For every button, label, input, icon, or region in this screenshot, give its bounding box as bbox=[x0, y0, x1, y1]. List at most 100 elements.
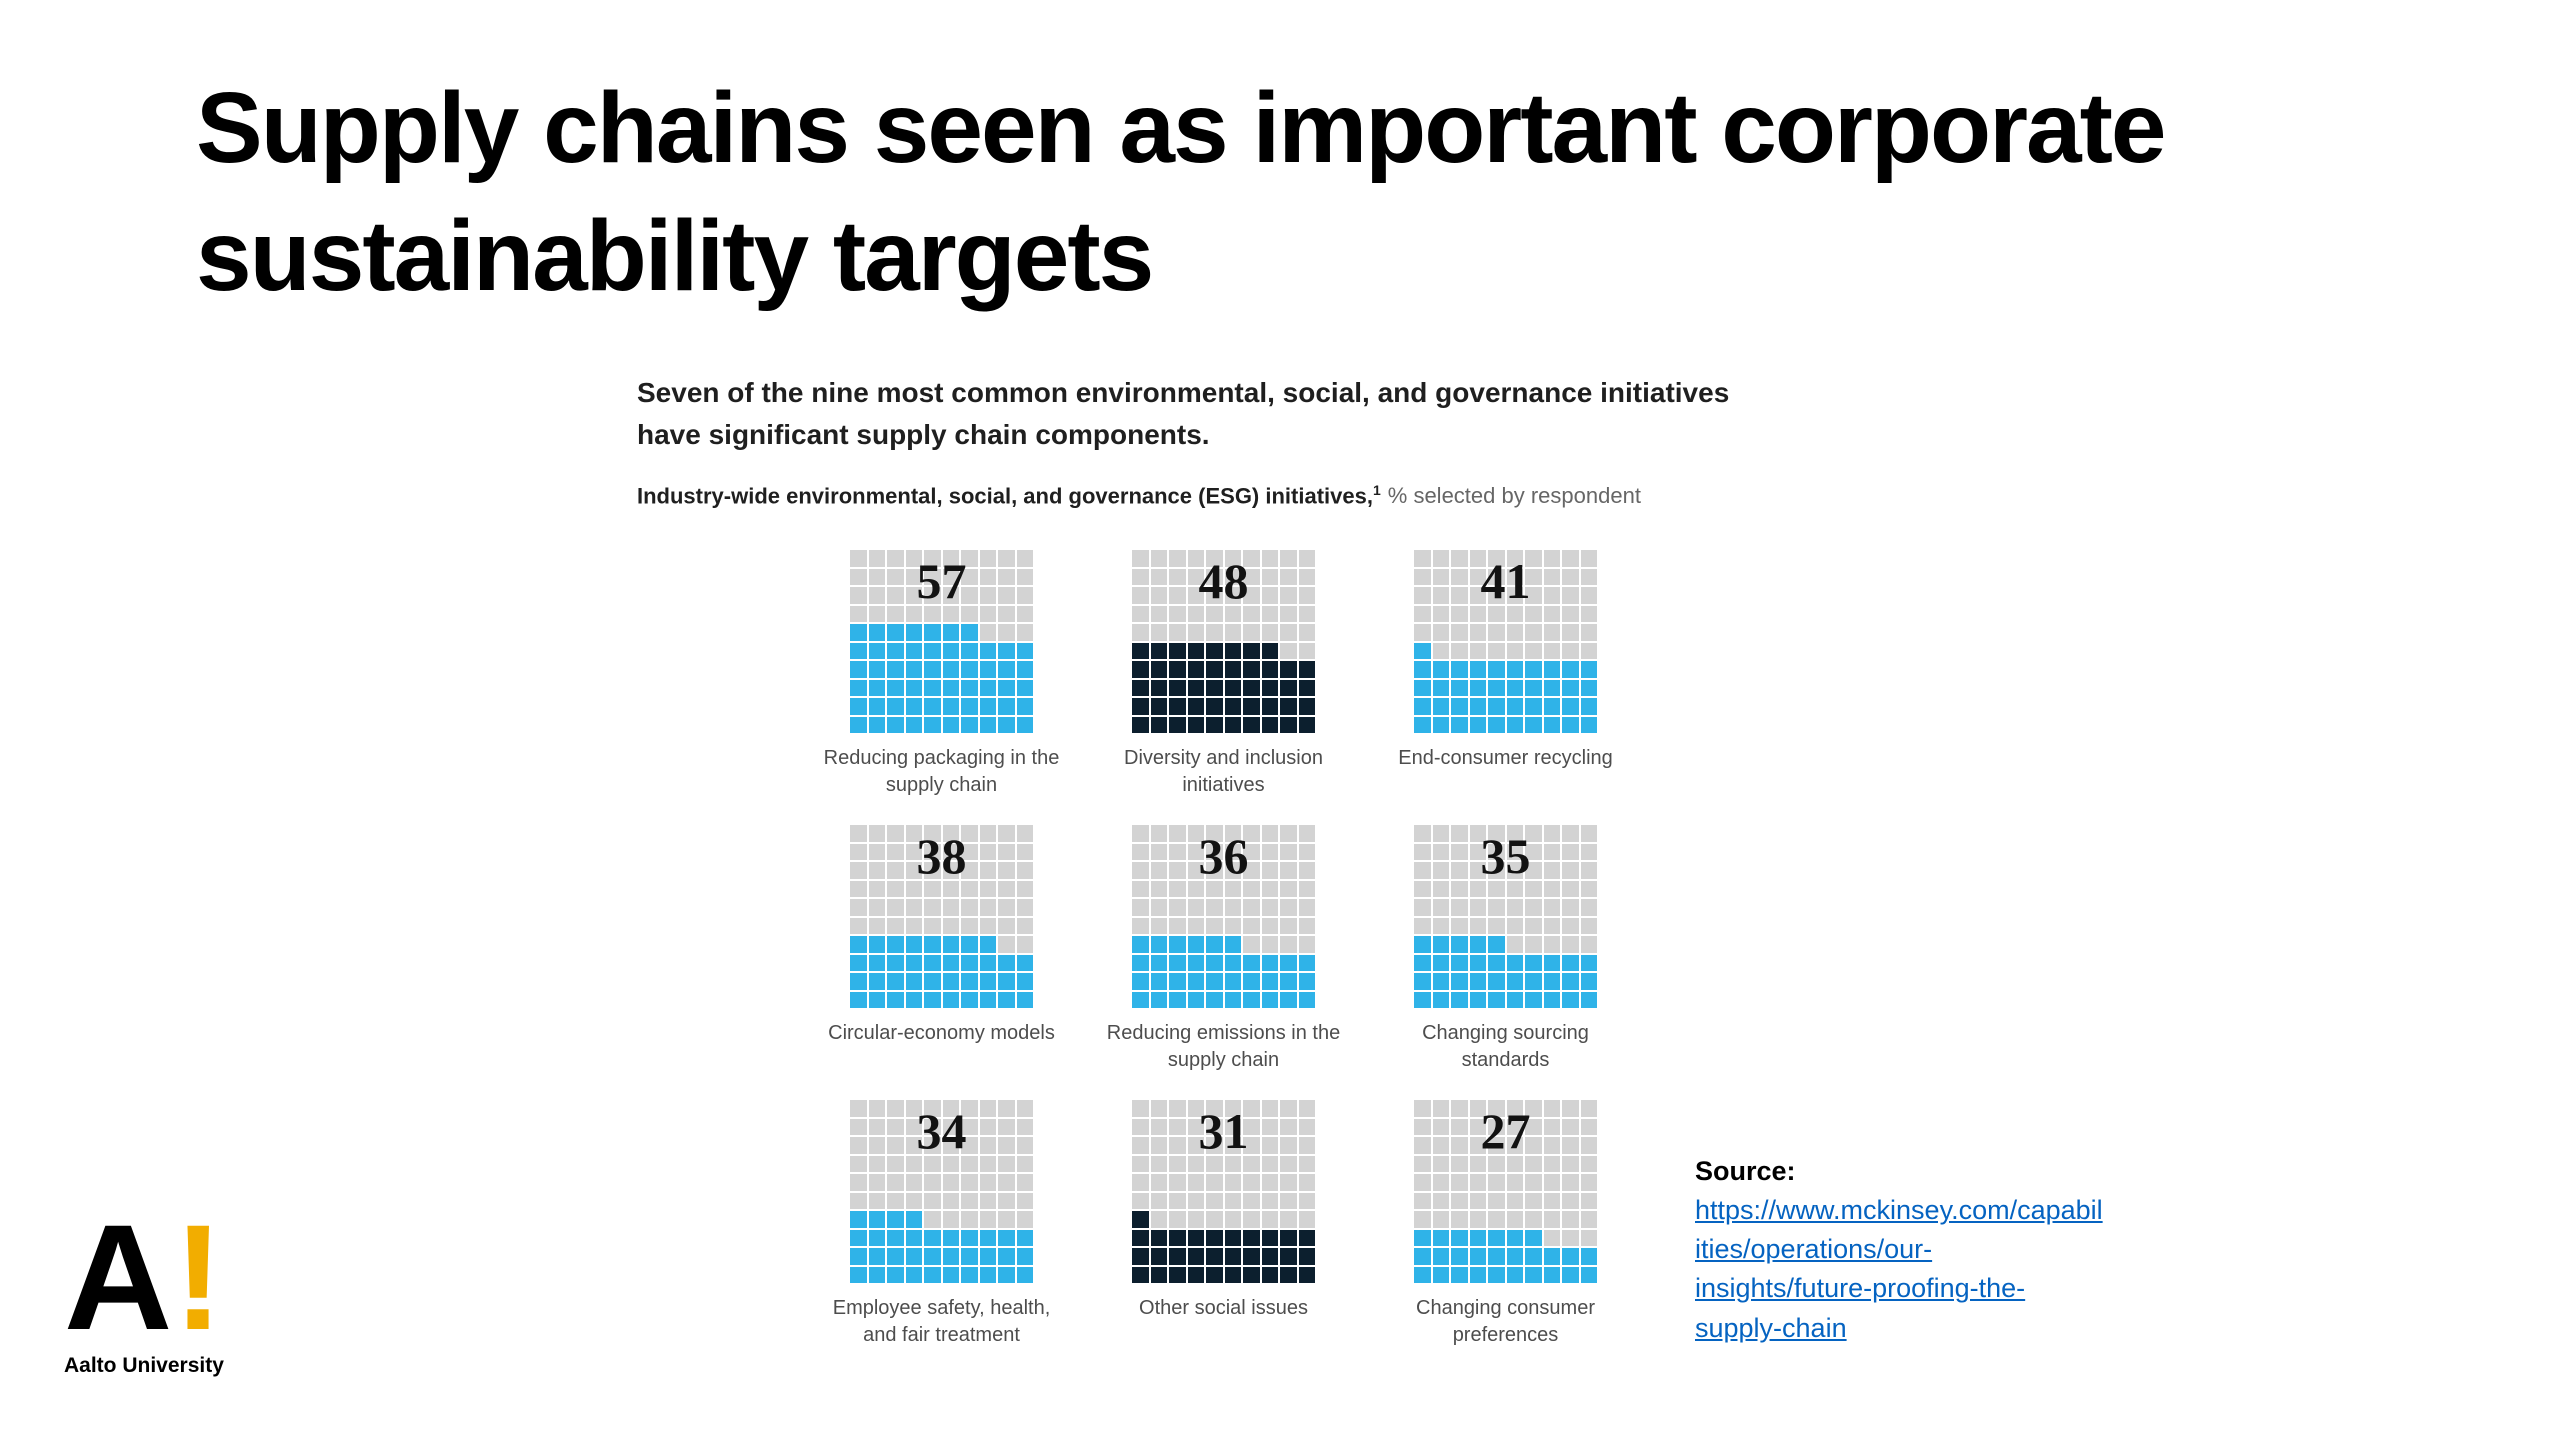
waffle-square bbox=[887, 991, 904, 1008]
waffle-square bbox=[1169, 899, 1186, 916]
waffle-square bbox=[1280, 624, 1297, 641]
waffle-square bbox=[1562, 991, 1579, 1008]
waffle-square bbox=[1224, 991, 1241, 1008]
waffle-square bbox=[924, 899, 941, 916]
waffle-square bbox=[998, 1211, 1015, 1228]
waffle-square bbox=[1562, 587, 1579, 604]
waffle-square bbox=[942, 1137, 959, 1154]
waffle-square bbox=[1469, 1100, 1486, 1117]
waffle-square bbox=[1280, 954, 1297, 971]
waffle-square bbox=[1016, 1248, 1033, 1265]
waffle-square bbox=[1543, 1118, 1560, 1135]
waffle-square bbox=[998, 661, 1015, 678]
waffle-square bbox=[1451, 862, 1468, 879]
waffle-square bbox=[1280, 1137, 1297, 1154]
waffle-square bbox=[1261, 550, 1278, 567]
waffle-square bbox=[1132, 1137, 1149, 1154]
source-link-line-2[interactable]: ities/operations/our- bbox=[1695, 1234, 1933, 1265]
waffle-square bbox=[1150, 991, 1167, 1008]
waffle-square bbox=[887, 825, 904, 842]
waffle-square bbox=[1206, 899, 1223, 916]
waffle-square bbox=[868, 1118, 885, 1135]
waffle-square bbox=[1414, 1192, 1431, 1209]
waffle-label: Circular-economy models bbox=[828, 1022, 1055, 1044]
waffle-square bbox=[1150, 1118, 1167, 1135]
aalto-exclaim-icon: ! bbox=[173, 1193, 223, 1361]
waffle-square bbox=[1414, 587, 1431, 604]
waffle-squares bbox=[850, 825, 1033, 1008]
waffle-square bbox=[1187, 642, 1204, 659]
waffle-square bbox=[1132, 973, 1149, 990]
waffle-square bbox=[942, 1192, 959, 1209]
waffle-square bbox=[1562, 1174, 1579, 1191]
waffle-square bbox=[1543, 1174, 1560, 1191]
waffle-square bbox=[1169, 825, 1186, 842]
waffle-square bbox=[1243, 843, 1260, 860]
waffle-value: 38 bbox=[916, 828, 967, 884]
waffle-square bbox=[1562, 825, 1579, 842]
waffle-square bbox=[1414, 862, 1431, 879]
waffle-square bbox=[1488, 880, 1505, 897]
source-link[interactable]: https://www.mckinsey.com/capabil ities/o… bbox=[1695, 1191, 2195, 1348]
waffle-square bbox=[1169, 917, 1186, 934]
waffle-square bbox=[1451, 1229, 1468, 1246]
waffle-square bbox=[1150, 843, 1167, 860]
waffle-square bbox=[850, 862, 867, 879]
waffle-square bbox=[1280, 1118, 1297, 1135]
waffle-square bbox=[1261, 605, 1278, 622]
waffle-square bbox=[961, 862, 978, 879]
waffle-square bbox=[1469, 568, 1486, 585]
waffle-square bbox=[1280, 1100, 1297, 1117]
waffle-square bbox=[1169, 862, 1186, 879]
waffle-square bbox=[1187, 624, 1204, 641]
waffle-square bbox=[1488, 843, 1505, 860]
source-link-line-1[interactable]: https://www.mckinsey.com/capabil bbox=[1695, 1195, 2103, 1226]
waffle-square bbox=[961, 954, 978, 971]
waffle-square bbox=[942, 880, 959, 897]
waffle-square bbox=[1187, 899, 1204, 916]
source-link-line-4[interactable]: supply-chain bbox=[1695, 1312, 1847, 1343]
waffle-square bbox=[1132, 1100, 1149, 1117]
waffle-square bbox=[1280, 1229, 1297, 1246]
waffle-square bbox=[1224, 642, 1241, 659]
waffle-square bbox=[868, 1248, 885, 1265]
waffle-square bbox=[1224, 587, 1241, 604]
waffle-square bbox=[1488, 605, 1505, 622]
waffle-square bbox=[1432, 1192, 1449, 1209]
waffle-square bbox=[1169, 661, 1186, 678]
waffle-square bbox=[1543, 991, 1560, 1008]
waffle-square bbox=[998, 587, 1015, 604]
waffle-square bbox=[1187, 936, 1204, 953]
waffle-square bbox=[1298, 568, 1315, 585]
waffle-square bbox=[979, 825, 996, 842]
waffle-square bbox=[1525, 936, 1542, 953]
waffle-square bbox=[1543, 1155, 1560, 1172]
waffle-square bbox=[1506, 1266, 1523, 1283]
chart-legend-bold: Industry-wide environmental, social, and… bbox=[637, 483, 1373, 509]
waffle-square bbox=[1451, 1174, 1468, 1191]
waffle-value: 34 bbox=[916, 1103, 967, 1159]
waffle-square bbox=[887, 679, 904, 696]
waffle-square bbox=[1488, 1100, 1505, 1117]
page-title-line-2: sustainability targets bbox=[196, 200, 1154, 312]
waffle-square bbox=[1525, 661, 1542, 678]
waffle-square bbox=[1261, 1229, 1278, 1246]
waffle-square bbox=[905, 936, 922, 953]
waffle-square bbox=[1562, 1100, 1579, 1117]
waffle-square bbox=[1298, 624, 1315, 641]
waffle-square bbox=[1488, 568, 1505, 585]
waffle-square bbox=[1206, 1192, 1223, 1209]
waffle-square bbox=[1506, 642, 1523, 659]
source-link-line-3[interactable]: insights/future-proofing-the- bbox=[1695, 1273, 2026, 1304]
chart-legend: Industry-wide environmental, social, and… bbox=[637, 482, 1641, 509]
waffle-square bbox=[1469, 880, 1486, 897]
waffle-square bbox=[1469, 1118, 1486, 1135]
waffle-chart-area: 57 bbox=[850, 550, 1033, 733]
waffle-square bbox=[1280, 825, 1297, 842]
waffle-square bbox=[1543, 716, 1560, 733]
waffle-square bbox=[942, 1155, 959, 1172]
waffle-square bbox=[1261, 954, 1278, 971]
waffle-square bbox=[1469, 954, 1486, 971]
waffle-square bbox=[887, 568, 904, 585]
waffle-square bbox=[998, 716, 1015, 733]
